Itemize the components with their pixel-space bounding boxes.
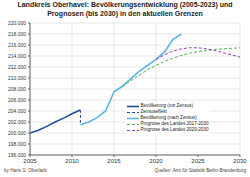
svg-text:220.000: 220.000 xyxy=(8,20,26,26)
html-text:Quellen: Amt für Statistik Ber: Quellen: Amt für Statistik Berlin-Brande… xyxy=(154,168,246,173)
html-text:Zensuseffekt: Zensuseffekt xyxy=(140,109,167,115)
svg-text:218.000: 218.000 xyxy=(8,31,26,37)
html-text:Landkreis Oberhavel: Bevölkeru: Landkreis Oberhavel: Bevölkerungsentwick… xyxy=(17,1,233,17)
svg-text:2025: 2025 xyxy=(191,158,205,164)
html-text:Prognose des Landes 2017-2030: Prognose des Landes 2017-2030 xyxy=(140,121,209,127)
svg-text:212.000: 212.000 xyxy=(8,64,26,70)
svg-text:198.000: 198.000 xyxy=(8,141,26,147)
html-text:Bevölkerung (nach Zensus): Bevölkerung (nach Zensus) xyxy=(140,115,197,121)
svg-text:210.000: 210.000 xyxy=(8,75,26,81)
html-text:by Hans G. Oberlack: by Hans G. Oberlack xyxy=(4,168,47,173)
svg-text:2030: 2030 xyxy=(233,158,242,164)
svg-text:2020: 2020 xyxy=(149,158,163,164)
svg-text:2010: 2010 xyxy=(65,158,79,164)
svg-text:202.000: 202.000 xyxy=(8,119,26,125)
svg-text:2015: 2015 xyxy=(107,158,121,164)
svg-text:216.000: 216.000 xyxy=(8,42,26,48)
html-text:Prognose des Landes 2020-2030: Prognose des Landes 2020-2030 xyxy=(140,127,209,133)
html-text:Bevölkerung (vor Zensus): Bevölkerung (vor Zensus) xyxy=(140,103,194,109)
svg-text:2005: 2005 xyxy=(23,158,37,164)
svg-text:208.000: 208.000 xyxy=(8,86,26,92)
svg-text:200.000: 200.000 xyxy=(8,130,26,136)
svg-text:196.000: 196.000 xyxy=(8,152,26,158)
svg-text:206.000: 206.000 xyxy=(8,97,26,103)
svg-text:214.000: 214.000 xyxy=(8,53,26,59)
svg-text:204.000: 204.000 xyxy=(8,108,26,114)
